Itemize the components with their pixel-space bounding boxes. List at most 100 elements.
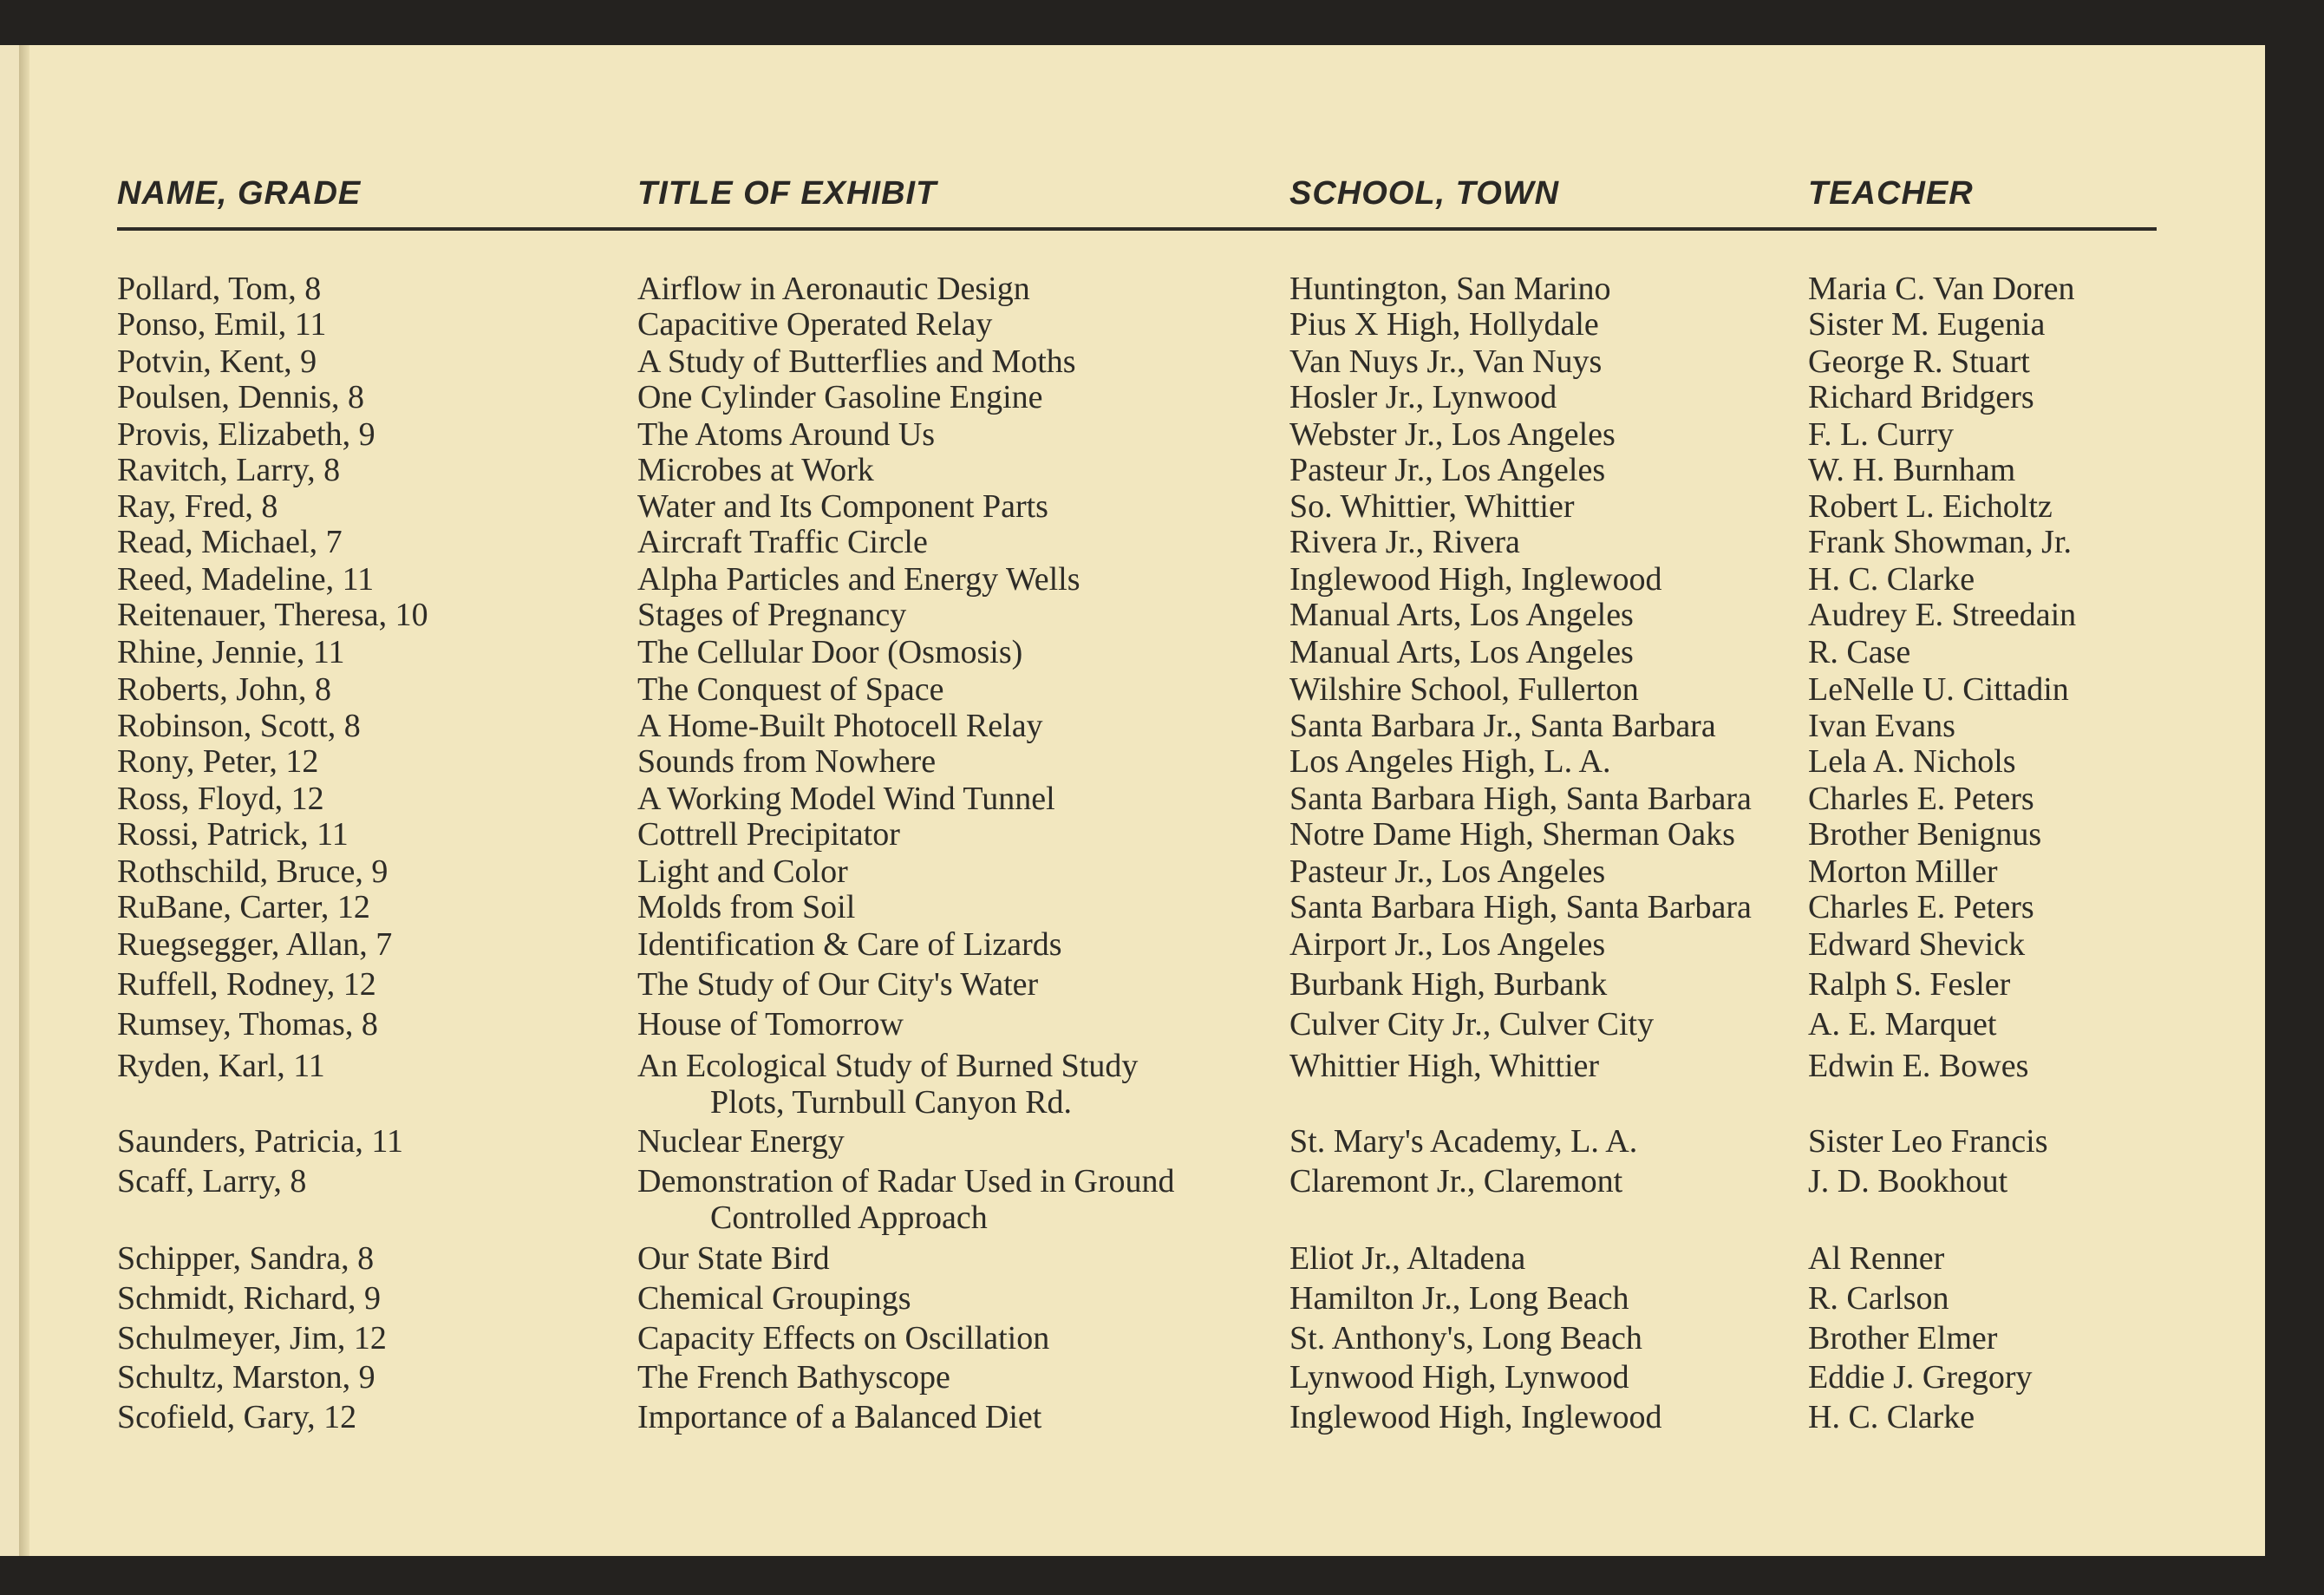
cell-school: Santa Barbara Jr., Santa Barbara bbox=[1289, 708, 1716, 745]
cell-teacher: Al Renner bbox=[1808, 1239, 1945, 1277]
cell-title: Cottrell Precipitator bbox=[637, 816, 900, 853]
cell-name: Rhine, Jennie, 11 bbox=[117, 633, 345, 670]
cell-school: Wilshire School, Fullerton bbox=[1289, 670, 1639, 708]
page-binding bbox=[0, 45, 19, 1556]
cell-name: Potvin, Kent, 9 bbox=[117, 343, 317, 380]
cell-name: Ross, Floyd, 12 bbox=[117, 781, 324, 818]
cell-name: Rothschild, Bruce, 9 bbox=[117, 853, 388, 890]
cell-school: So. Whittier, Whittier bbox=[1289, 488, 1575, 526]
document-page: NAME, GRADE TITLE OF EXHIBIT SCHOOL, TOW… bbox=[0, 45, 2265, 1556]
cell-name: Schmidt, Richard, 9 bbox=[117, 1280, 381, 1317]
cell-name: Roberts, John, 8 bbox=[117, 670, 331, 708]
cell-teacher: Robert L. Eicholtz bbox=[1808, 488, 2053, 526]
cell-title: A Home-Built Photocell Relay bbox=[637, 708, 1043, 745]
cell-teacher: Sister Leo Francis bbox=[1808, 1122, 2048, 1160]
cell-teacher: R. Carlson bbox=[1808, 1280, 1949, 1317]
cell-title: The Conquest of Space bbox=[637, 670, 944, 708]
cell-school: St. Anthony's, Long Beach bbox=[1289, 1320, 1642, 1357]
cell-name: Scofield, Gary, 12 bbox=[117, 1398, 357, 1435]
header-teacher: TEACHER bbox=[1808, 175, 1974, 212]
cell-title-continued: Plots, Turnbull Canyon Rd. bbox=[710, 1083, 1073, 1121]
cell-school: Culver City Jr., Culver City bbox=[1289, 1005, 1655, 1043]
cell-teacher: A. E. Marquet bbox=[1808, 1005, 1997, 1043]
cell-teacher: R. Case bbox=[1808, 633, 1911, 670]
cell-name: Saunders, Patricia, 11 bbox=[117, 1122, 403, 1160]
cell-title: Capacitive Operated Relay bbox=[637, 306, 993, 343]
cell-name: Scaff, Larry, 8 bbox=[117, 1163, 307, 1200]
cell-school: St. Mary's Academy, L. A. bbox=[1289, 1122, 1638, 1160]
cell-title: An Ecological Study of Burned Study bbox=[637, 1047, 1139, 1084]
cell-school: Burbank High, Burbank bbox=[1289, 965, 1608, 1003]
cell-title: Our State Bird bbox=[637, 1239, 830, 1277]
cell-teacher: Lela A. Nichols bbox=[1808, 743, 2016, 781]
cell-title: A Working Model Wind Tunnel bbox=[637, 781, 1055, 818]
cell-teacher: Maria C. Van Doren bbox=[1808, 271, 2075, 308]
cell-title: Nuclear Energy bbox=[637, 1122, 845, 1160]
cell-school: Los Angeles High, L. A. bbox=[1289, 743, 1611, 781]
cell-title: Demonstration of Radar Used in Ground bbox=[637, 1163, 1175, 1200]
cell-school: Whittier High, Whittier bbox=[1289, 1047, 1600, 1084]
cell-title: Light and Color bbox=[637, 853, 848, 890]
cell-school: Webster Jr., Los Angeles bbox=[1289, 415, 1616, 453]
cell-school: Santa Barbara High, Santa Barbara bbox=[1289, 781, 1752, 818]
cell-school: Manual Arts, Los Angeles bbox=[1289, 633, 1634, 670]
cell-teacher: Eddie J. Gregory bbox=[1808, 1358, 2033, 1396]
cell-title: Microbes at Work bbox=[637, 451, 874, 488]
cell-name: Read, Michael, 7 bbox=[117, 524, 343, 561]
cell-teacher: Ralph S. Fesler bbox=[1808, 965, 2011, 1003]
cell-teacher: Sister M. Eugenia bbox=[1808, 306, 2046, 343]
cell-teacher: Brother Elmer bbox=[1808, 1320, 1998, 1357]
cell-school: Inglewood High, Inglewood bbox=[1289, 561, 1662, 598]
cell-teacher: Ivan Evans bbox=[1808, 708, 1955, 745]
cell-school: Claremont Jr., Claremont bbox=[1289, 1163, 1623, 1200]
cell-title: Alpha Particles and Energy Wells bbox=[637, 561, 1080, 598]
cell-teacher: H. C. Clarke bbox=[1808, 1398, 1975, 1435]
cell-teacher: George R. Stuart bbox=[1808, 343, 2030, 380]
cell-name: Schulmeyer, Jim, 12 bbox=[117, 1320, 387, 1357]
cell-name: RuBane, Carter, 12 bbox=[117, 888, 370, 925]
cell-title: The Atoms Around Us bbox=[637, 415, 936, 453]
cell-title: Identification & Care of Lizards bbox=[637, 925, 1062, 963]
cell-name: Ryden, Karl, 11 bbox=[117, 1047, 325, 1084]
cell-name: Ray, Fred, 8 bbox=[117, 488, 278, 526]
header-school-town: SCHOOL, TOWN bbox=[1289, 175, 1560, 212]
cell-teacher: H. C. Clarke bbox=[1808, 561, 1975, 598]
cell-title: Importance of a Balanced Diet bbox=[637, 1398, 1042, 1435]
cell-school: Eliot Jr., Altadena bbox=[1289, 1239, 1526, 1277]
cell-teacher: W. H. Burnham bbox=[1808, 451, 2016, 488]
cell-teacher: Charles E. Peters bbox=[1808, 781, 2034, 818]
cell-title: The French Bathyscope bbox=[637, 1358, 950, 1396]
cell-school: Santa Barbara High, Santa Barbara bbox=[1289, 888, 1752, 925]
cell-title-continued: Controlled Approach bbox=[710, 1200, 988, 1237]
cell-name: Schultz, Marston, 9 bbox=[117, 1358, 375, 1396]
cell-school: Huntington, San Marino bbox=[1289, 271, 1611, 308]
cell-name: Reed, Madeline, 11 bbox=[117, 561, 375, 598]
cell-school: Hosler Jr., Lynwood bbox=[1289, 379, 1557, 415]
cell-name: Poulsen, Dennis, 8 bbox=[117, 379, 364, 415]
cell-title: Water and Its Component Parts bbox=[637, 488, 1048, 526]
header-rule bbox=[117, 227, 2157, 231]
cell-school: Van Nuys Jr., Van Nuys bbox=[1289, 343, 1603, 380]
cell-name: Reitenauer, Theresa, 10 bbox=[117, 597, 428, 634]
cell-title: Molds from Soil bbox=[637, 888, 856, 925]
cell-title: The Study of Our City's Water bbox=[637, 965, 1039, 1003]
header-title-of-exhibit: TITLE OF EXHIBIT bbox=[637, 175, 937, 212]
cell-school: Pius X High, Hollydale bbox=[1289, 306, 1599, 343]
cell-title: House of Tomorrow bbox=[637, 1005, 904, 1043]
cell-teacher: F. L. Curry bbox=[1808, 415, 1954, 453]
cell-title: The Cellular Door (Osmosis) bbox=[637, 633, 1023, 670]
cell-title: Aircraft Traffic Circle bbox=[637, 524, 928, 561]
cell-title: Airflow in Aeronautic Design bbox=[637, 271, 1030, 308]
cell-name: Ruegsegger, Allan, 7 bbox=[117, 925, 393, 963]
header-name-grade: NAME, GRADE bbox=[117, 175, 362, 212]
binding-shadow bbox=[19, 45, 29, 1556]
cell-name: Provis, Elizabeth, 9 bbox=[117, 415, 375, 453]
cell-name: Schipper, Sandra, 8 bbox=[117, 1239, 375, 1277]
cell-school: Pasteur Jr., Los Angeles bbox=[1289, 853, 1606, 890]
cell-teacher: Edwin E. Bowes bbox=[1808, 1047, 2029, 1084]
cell-school: Manual Arts, Los Angeles bbox=[1289, 597, 1634, 634]
cell-teacher: Morton Miller bbox=[1808, 853, 1998, 890]
cell-name: Ravitch, Larry, 8 bbox=[117, 451, 341, 488]
cell-teacher: J. D. Bookhout bbox=[1808, 1163, 2008, 1200]
cell-title: Chemical Groupings bbox=[637, 1280, 911, 1317]
